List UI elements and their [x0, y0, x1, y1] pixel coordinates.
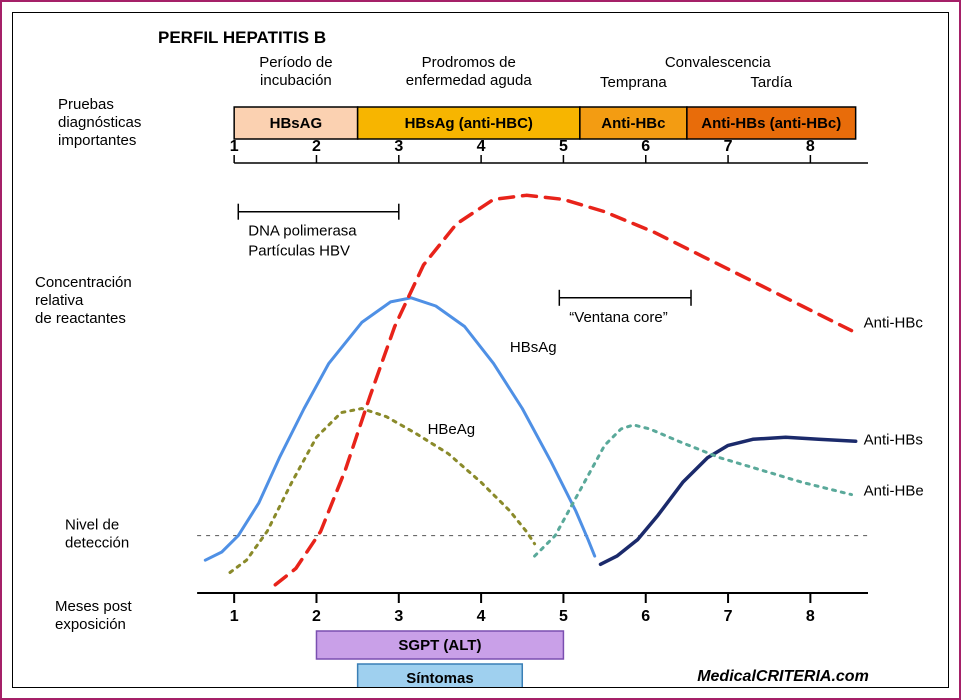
svg-text:Temprana: Temprana: [600, 74, 667, 91]
svg-text:Síntomas: Síntomas: [406, 670, 474, 687]
svg-text:HBeAg: HBeAg: [428, 421, 476, 438]
svg-text:6: 6: [641, 138, 650, 155]
svg-text:1: 1: [230, 608, 239, 625]
svg-text:Anti-HBs (anti-HBc): Anti-HBs (anti-HBc): [701, 115, 841, 132]
svg-text:7: 7: [724, 608, 733, 625]
svg-text:Pruebasdiagnósticasimportantes: Pruebasdiagnósticasimportantes: [58, 96, 141, 149]
svg-text:Tardía: Tardía: [750, 74, 792, 91]
svg-text:Anti-HBc: Anti-HBc: [601, 115, 665, 132]
svg-text:“Ventana core”: “Ventana core”: [569, 309, 667, 326]
svg-text:Prodromos deenfermedad aguda: Prodromos deenfermedad aguda: [406, 54, 533, 89]
svg-text:4: 4: [477, 608, 486, 625]
curve-anti-hbc: [275, 195, 851, 585]
inner-box: PERFIL HEPATITIS B Período deincubación Pr…: [12, 12, 949, 688]
curve-hbeag: [230, 409, 535, 573]
svg-text:Anti-HBs: Anti-HBs: [864, 431, 923, 448]
svg-text:Partículas HBV: Partículas HBV: [248, 243, 350, 260]
svg-text:8: 8: [806, 138, 815, 155]
diagram-svg: PERFIL HEPATITIS B Período deincubación Pr…: [13, 13, 948, 687]
svg-text:4: 4: [477, 138, 486, 155]
svg-text:Meses postexposición: Meses postexposición: [55, 598, 133, 633]
svg-text:Anti-HBe: Anti-HBe: [864, 483, 924, 500]
curve-anti-hbe: [535, 425, 852, 556]
svg-text:SGPT (ALT): SGPT (ALT): [398, 637, 481, 654]
svg-text:HBsAg: HBsAg: [510, 339, 557, 356]
svg-text:Concentraciónrelativade reacta: Concentraciónrelativade reactantes: [35, 274, 132, 327]
svg-text:HBsAG: HBsAG: [270, 115, 323, 132]
svg-text:DNA polimerasa: DNA polimerasa: [248, 223, 357, 240]
svg-text:HBsAg (anti-HBC): HBsAg (anti-HBC): [405, 115, 533, 132]
svg-text:3: 3: [394, 608, 403, 625]
svg-text:Período deincubación: Período deincubación: [259, 54, 332, 89]
curve-anti-hbs: [601, 437, 856, 564]
svg-text:Nivel dedetección: Nivel dedetección: [65, 517, 129, 552]
svg-text:5: 5: [559, 608, 568, 625]
svg-text:MedicalCRITERIA.com: MedicalCRITERIA.com: [697, 668, 869, 685]
svg-text:Anti-HBc: Anti-HBc: [864, 314, 924, 331]
outer-frame: PERFIL HEPATITIS B Período deincubación Pr…: [0, 0, 961, 700]
curve-hbsag: [205, 298, 594, 560]
svg-text:3: 3: [394, 138, 403, 155]
svg-text:Convalescencia: Convalescencia: [665, 54, 772, 71]
svg-text:2: 2: [312, 138, 321, 155]
svg-text:PERFIL HEPATITIS B: PERFIL HEPATITIS B: [158, 28, 326, 47]
svg-text:6: 6: [641, 608, 650, 625]
svg-text:1: 1: [230, 138, 239, 155]
svg-text:5: 5: [559, 138, 568, 155]
svg-text:2: 2: [312, 608, 321, 625]
svg-text:8: 8: [806, 608, 815, 625]
svg-text:7: 7: [724, 138, 733, 155]
